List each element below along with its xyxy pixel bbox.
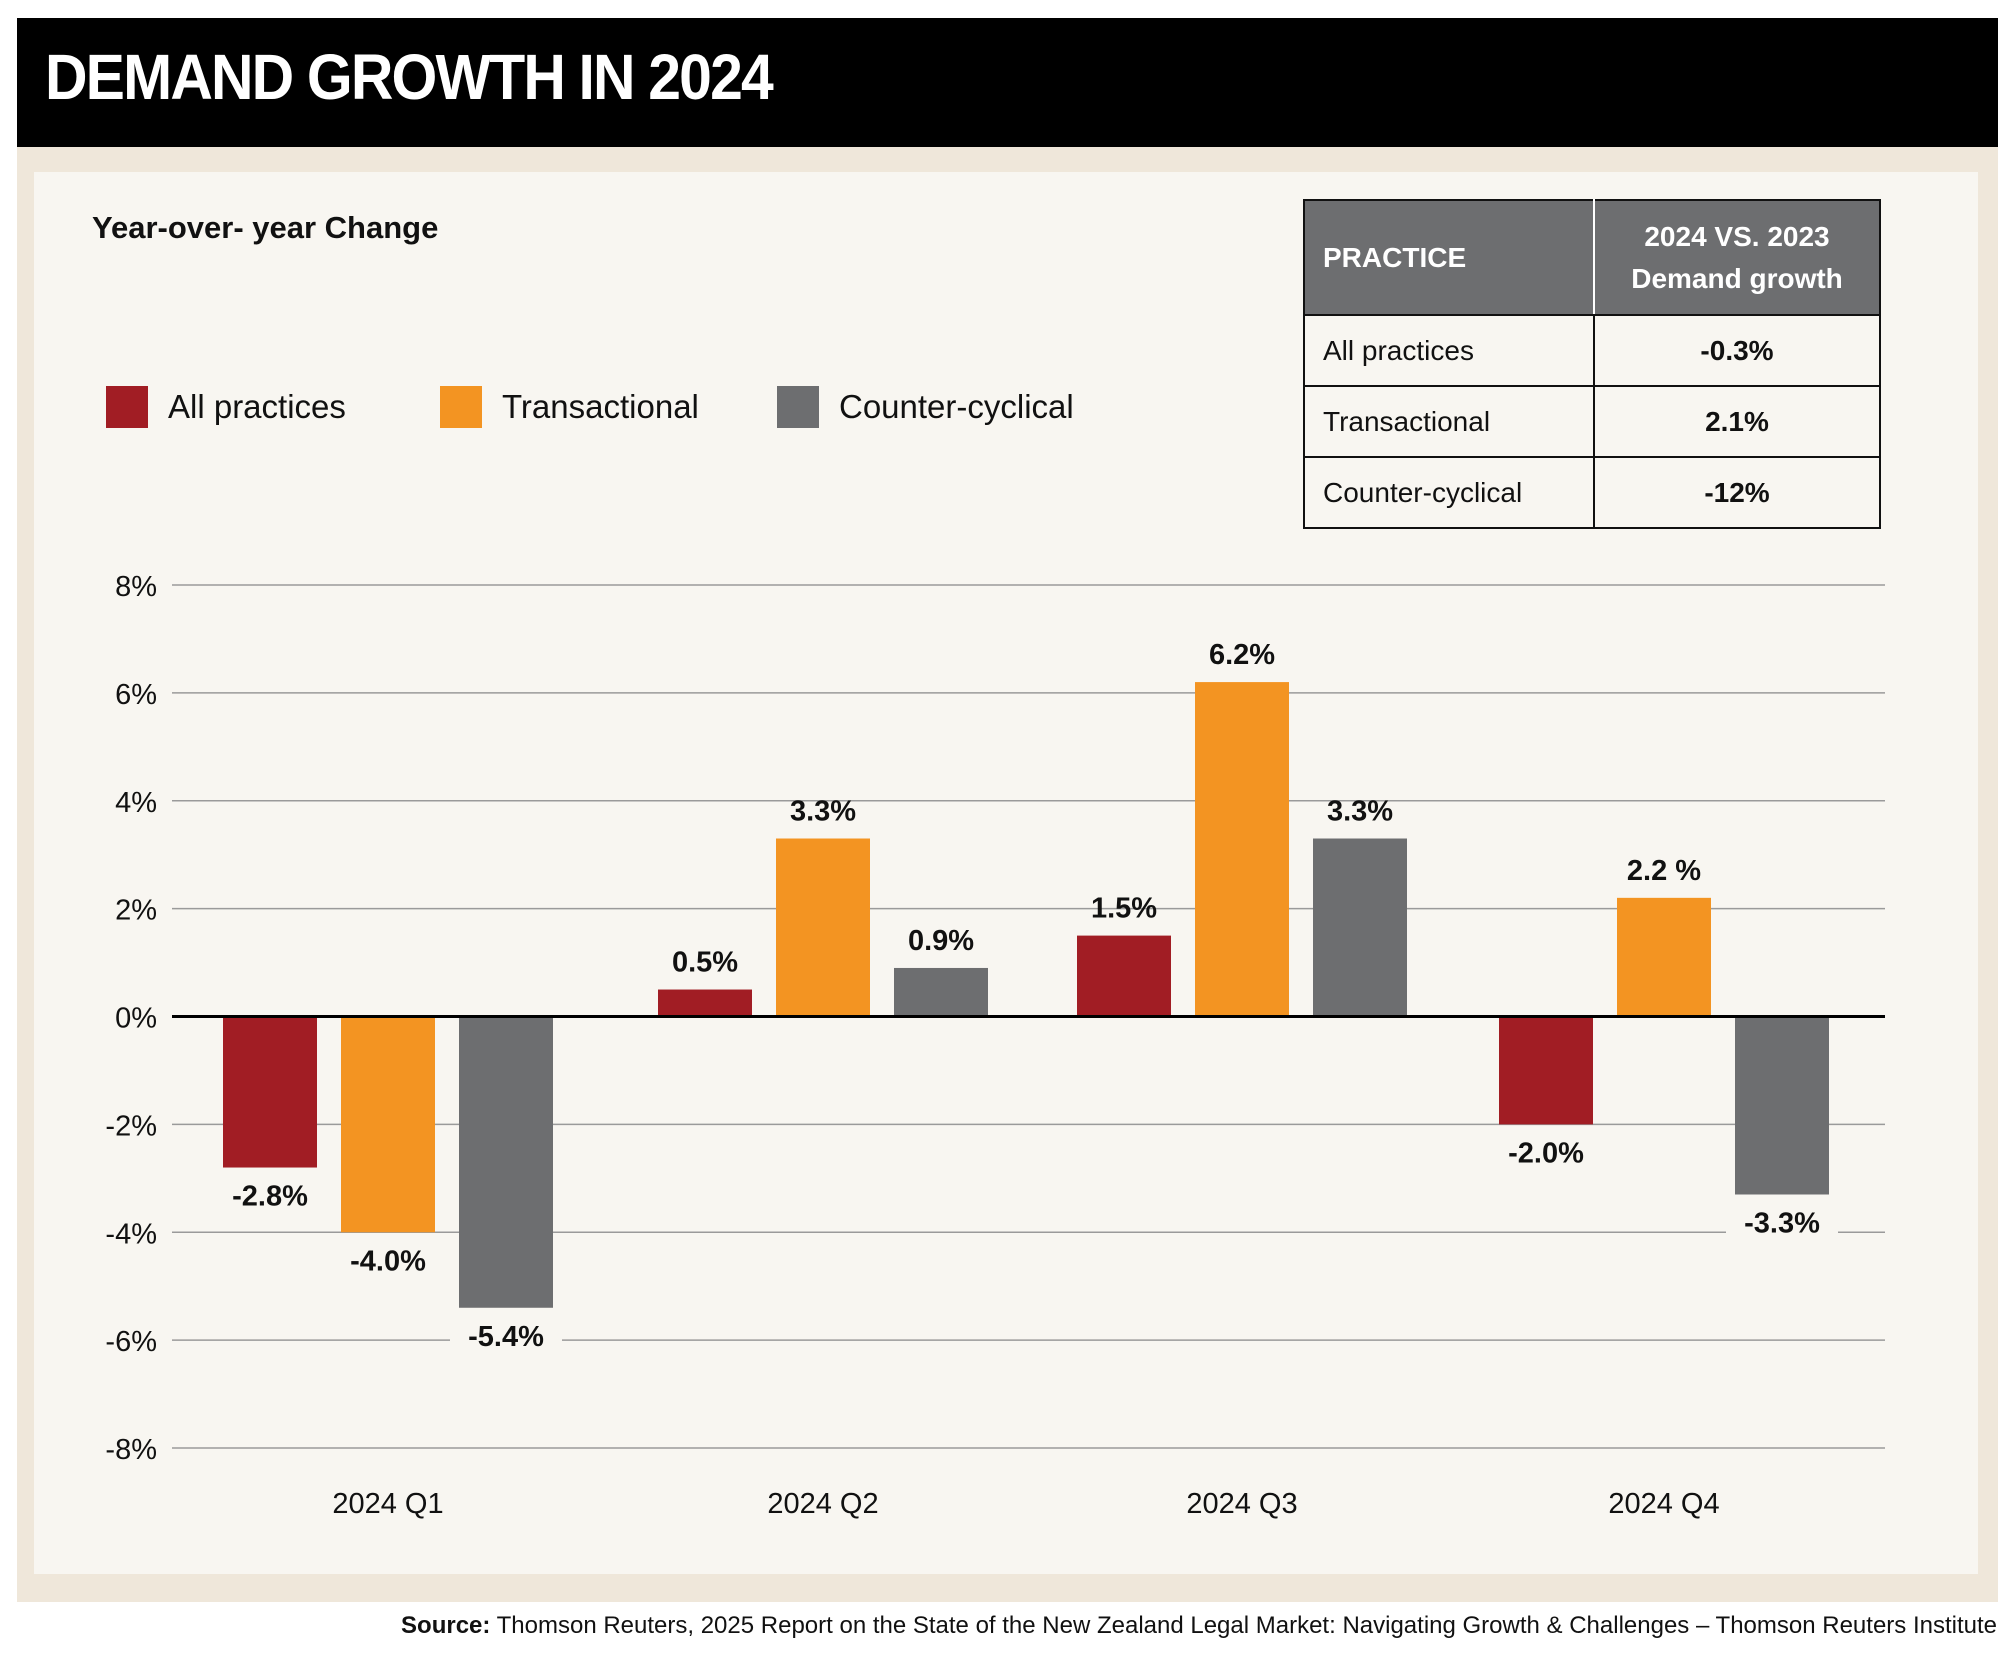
bar-all-practices — [223, 1016, 317, 1168]
legend-item-transactional: Transactional — [440, 385, 699, 429]
data-label: 2.2 % — [1627, 855, 1701, 887]
data-label: 0.5% — [672, 947, 738, 979]
bar-counter-cyclical — [1313, 838, 1407, 1017]
chart-title: DEMAND GROWTH IN 2024 — [45, 41, 774, 113]
y-tick-label: -6% — [105, 1326, 157, 1358]
header-growth: 2024 VS. 2023 Demand growth — [1593, 199, 1881, 316]
table-cell-practice: Transactional — [1303, 385, 1595, 458]
legend-label-counter-cyclical: Counter-cyclical — [839, 388, 1074, 425]
y-tick-label: 6% — [115, 679, 157, 711]
chart-subtitle: Year-over- year Change — [92, 210, 439, 245]
table-cell-practice: Counter-cyclical — [1303, 456, 1595, 529]
y-tick-label: 2% — [115, 895, 157, 927]
summary-table: PRACTICE 2024 VS. 2023 Demand growth All… — [1303, 199, 1881, 529]
x-tick-label: 2024 Q2 — [767, 1488, 878, 1520]
x-tick-label: 2024 Q1 — [332, 1488, 443, 1520]
data-label: -3.3% — [1744, 1207, 1820, 1239]
bar-all-practices — [1077, 935, 1171, 1017]
table-row: All practices -0.3% — [1303, 314, 1881, 387]
data-label-backing — [332, 1241, 444, 1282]
data-label-backing — [1490, 1133, 1602, 1174]
data-label: -2.8% — [232, 1181, 308, 1213]
header-growth-line1: 2024 VS. 2023 — [1644, 220, 1830, 252]
bar-chart: 8% 6% 4% 2% 0% -2% -4% -6% -8% -2.8% 0.5% 1.5% -2.0%… — [105, 571, 1885, 1520]
data-label: 3.3% — [1327, 796, 1393, 828]
bar-transactional — [341, 1016, 435, 1233]
bar-counter-cyclical — [1735, 1016, 1829, 1195]
data-label: 6.2% — [1209, 639, 1275, 671]
bar-transactional — [776, 838, 870, 1017]
table-cell-practice: All practices — [1303, 314, 1595, 387]
y-tick-label: -4% — [105, 1218, 157, 1250]
bar-counter-cyclical — [459, 1016, 553, 1308]
y-tick-label: 4% — [115, 787, 157, 819]
legend-swatch-counter-cyclical — [777, 386, 819, 428]
data-label-backing — [450, 1316, 562, 1357]
data-label: -2.0% — [1508, 1137, 1584, 1169]
data-label-backing — [214, 1176, 326, 1217]
table-cell-value: -12% — [1593, 456, 1881, 529]
legend-item-counter-cyclical: Counter-cyclical — [777, 385, 1074, 429]
bar-all-practices — [1499, 1016, 1593, 1125]
table-row: Counter-cyclical -12% — [1303, 456, 1881, 529]
legend-item-all-practices: All practices — [106, 385, 346, 429]
y-tick-label: -2% — [105, 1110, 157, 1142]
bar-all-practices — [658, 989, 752, 1017]
table-cell-value: 2.1% — [1593, 385, 1881, 458]
data-label: 1.5% — [1091, 893, 1157, 925]
y-tick-label: 8% — [115, 571, 157, 603]
legend-label-all-practices: All practices — [168, 388, 346, 425]
header-growth-line2: Demand growth — [1631, 262, 1843, 294]
legend-label-transactional: Transactional — [502, 388, 699, 425]
title-banner: DEMAND GROWTH IN 2024 — [17, 18, 1998, 147]
summary-table-header: PRACTICE 2024 VS. 2023 Demand growth — [1303, 199, 1881, 316]
data-label: 3.3% — [790, 796, 856, 828]
data-label: -5.4% — [468, 1321, 544, 1353]
legend-swatch-transactional — [440, 386, 482, 428]
data-label: -4.0% — [350, 1245, 426, 1277]
source-label: Source: — [401, 1612, 491, 1639]
data-label: 0.9% — [908, 925, 974, 957]
table-cell-value: -0.3% — [1593, 314, 1881, 387]
header-practice: PRACTICE — [1303, 199, 1595, 316]
source-note: Source: Thomson Reuters, 2025 Report on … — [401, 1612, 1997, 1640]
table-row: Transactional 2.1% — [1303, 385, 1881, 458]
bar-counter-cyclical — [894, 967, 988, 1017]
x-tick-label: 2024 Q4 — [1608, 1488, 1719, 1520]
y-tick-label: -8% — [105, 1434, 157, 1466]
legend-swatch-all-practices — [106, 386, 148, 428]
data-label-backing — [1726, 1203, 1838, 1244]
bar-transactional — [1195, 682, 1289, 1017]
y-tick-label: 0% — [115, 1003, 157, 1035]
x-tick-label: 2024 Q3 — [1186, 1488, 1297, 1520]
source-text: Thomson Reuters, 2025 Report on the Stat… — [490, 1612, 1997, 1639]
bar-transactional — [1617, 897, 1711, 1017]
